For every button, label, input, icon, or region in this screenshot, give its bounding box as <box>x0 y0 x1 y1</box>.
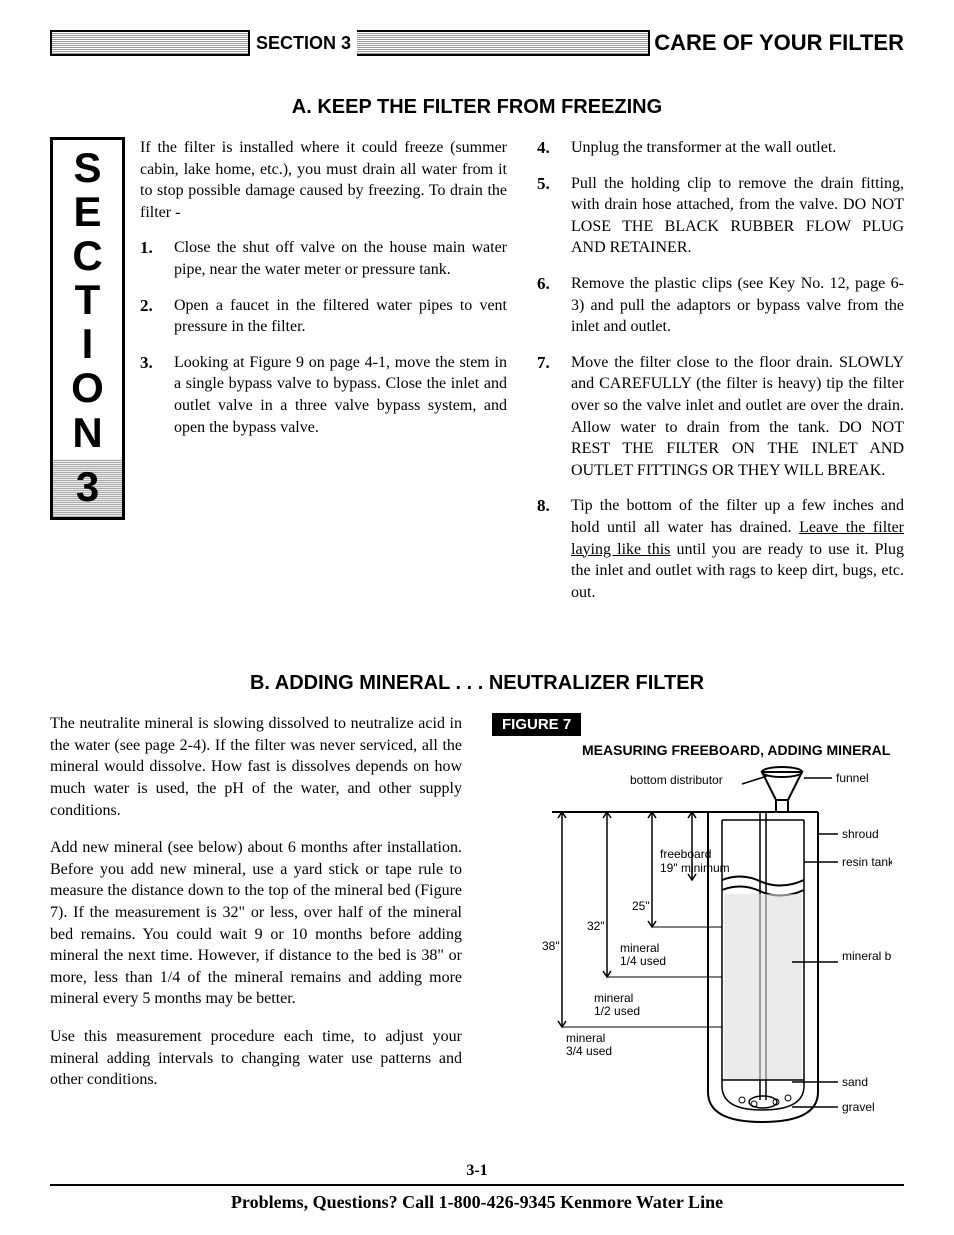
figure-diagram: bottom distributor funnel shroud resin t… <box>492 762 892 1142</box>
header-hatch-left <box>50 30 250 56</box>
section-a-left-col: If the filter is installed where it coul… <box>140 137 507 617</box>
diagram-label: 3/4 used <box>566 1044 612 1058</box>
section-a-right-col: Unplug the transformer at the wall outle… <box>537 137 904 617</box>
step-item: Remove the plastic clips (see Key No. 12… <box>537 273 904 338</box>
para: The neutralite mineral is slowing dissol… <box>50 713 462 821</box>
page-header: SECTION 3 CARE OF YOUR FILTER <box>50 30 904 56</box>
diagram-label: freeboard <box>660 847 711 861</box>
diagram-label: mineral <box>566 1031 605 1045</box>
steps-left: Close the shut off valve on the house ma… <box>140 237 507 438</box>
side-letter: O <box>71 366 104 410</box>
section-b: B. ADDING MINERAL . . . NEUTRALIZER FILT… <box>50 672 904 1142</box>
para: Add new mineral (see below) about 6 mont… <box>50 837 462 1010</box>
side-number: 3 <box>53 459 122 517</box>
footer-text: Problems, Questions? Call 1-800-426-9345… <box>50 1184 904 1213</box>
step-item: Open a faucet in the filtered water pipe… <box>140 295 507 338</box>
section-a-columns: If the filter is installed where it coul… <box>140 137 904 617</box>
section-a-intro: If the filter is installed where it coul… <box>140 137 507 223</box>
step-item: Tip the bottom of the filter up a few in… <box>537 495 904 603</box>
section-label: SECTION 3 <box>250 33 357 54</box>
header-hatch-right <box>357 30 650 56</box>
steps-right: Unplug the transformer at the wall outle… <box>537 137 904 603</box>
diagram-label: bottom distributor <box>630 773 723 787</box>
section-b-body: The neutralite mineral is slowing dissol… <box>50 713 904 1142</box>
section-b-heading: B. ADDING MINERAL . . . NEUTRALIZER FILT… <box>50 672 904 695</box>
step-item: Looking at Figure 9 on page 4-1, move th… <box>140 352 507 438</box>
diagram-label: funnel <box>836 771 869 785</box>
diagram-label: 25" <box>632 899 650 913</box>
side-letter: T <box>75 278 101 322</box>
section-b-right-col: FIGURE 7 MEASURING FREEBOARD, ADDING MIN… <box>492 713 904 1142</box>
para: Use this measurement procedure each time… <box>50 1026 462 1091</box>
page-number: 3-1 <box>50 1162 904 1180</box>
section-b-left-col: The neutralite mineral is slowing dissol… <box>50 713 462 1142</box>
step-item: Move the filter close to the floor drain… <box>537 352 904 482</box>
diagram-label: resin tank <box>842 855 892 869</box>
side-letter: N <box>72 411 102 455</box>
diagram-label: 32" <box>587 919 605 933</box>
section-a-heading: A. KEEP THE FILTER FROM FREEZING <box>50 96 904 119</box>
figure-caption: MEASURING FREEBOARD, ADDING MINERAL <box>582 742 904 758</box>
step-item: Unplug the transformer at the wall outle… <box>537 137 904 159</box>
diagram-label: 38" <box>542 939 560 953</box>
side-letter: S <box>73 146 101 190</box>
section-a-body: S E C T I O N 3 If the filter is install… <box>50 137 904 617</box>
figure-label: FIGURE 7 <box>492 713 581 736</box>
step-item: Pull the holding clip to remove the drai… <box>537 173 904 259</box>
side-letter: E <box>73 190 101 234</box>
side-letter: I <box>82 322 94 366</box>
side-letter: C <box>72 234 102 278</box>
diagram-label: 19" minimum <box>660 861 730 875</box>
diagram-label: sand <box>842 1075 868 1089</box>
diagram-label: 1/4 used <box>620 954 666 968</box>
diagram-label: mineral <box>620 941 659 955</box>
diagram-label: shroud <box>842 827 879 841</box>
diagram-label: 1/2 used <box>594 1004 640 1018</box>
step-item: Close the shut off valve on the house ma… <box>140 237 507 280</box>
page-title: CARE OF YOUR FILTER <box>650 30 904 56</box>
diagram-label: mineral bed <box>842 949 892 963</box>
section-side-tab: S E C T I O N 3 <box>50 137 125 520</box>
diagram-label: gravel <box>842 1100 875 1114</box>
diagram-label: mineral <box>594 991 633 1005</box>
